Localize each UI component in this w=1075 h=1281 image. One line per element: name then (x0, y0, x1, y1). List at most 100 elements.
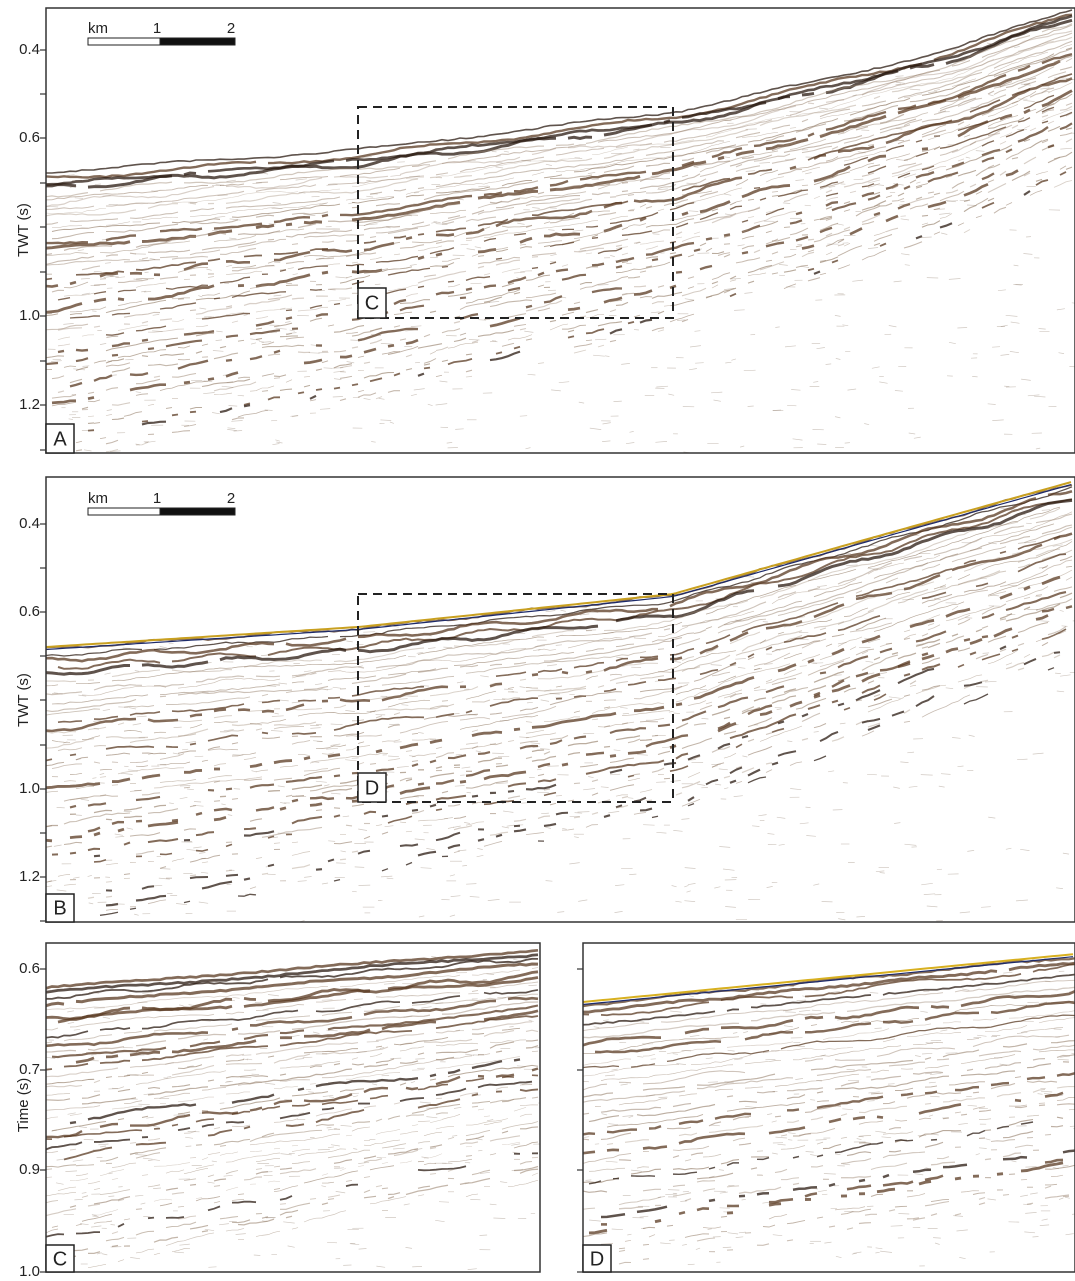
reflector (226, 1228, 244, 1231)
reflector (964, 184, 988, 195)
reflector (1057, 1097, 1075, 1100)
reflector (328, 1199, 334, 1200)
noise (818, 1190, 827, 1192)
reflector (727, 1096, 733, 1097)
reflector (244, 299, 280, 305)
reflector (802, 639, 826, 648)
noise (905, 265, 910, 266)
reflector (400, 339, 406, 340)
reflector (322, 1012, 352, 1015)
reflector (520, 247, 532, 249)
reflector (667, 1225, 673, 1226)
reflector (466, 1079, 484, 1082)
noise (626, 443, 634, 444)
reflector (982, 141, 994, 146)
reflector (238, 231, 280, 235)
reflector (208, 379, 214, 380)
reflector (946, 649, 958, 653)
reflector (346, 825, 352, 826)
noise (293, 274, 298, 275)
reflector (622, 231, 652, 235)
reflector (286, 639, 346, 646)
reflector (340, 376, 352, 378)
reflector (472, 732, 502, 736)
reflector (454, 826, 472, 830)
reflector (280, 389, 292, 390)
reflector (100, 438, 106, 439)
reflector (532, 968, 538, 969)
reflector (190, 1042, 220, 1047)
reflector (904, 721, 910, 722)
reflector (88, 849, 100, 850)
noise (203, 393, 214, 394)
reflector (562, 312, 574, 315)
noise (775, 327, 779, 328)
reflector (778, 751, 796, 756)
noise (219, 1224, 229, 1225)
noise (138, 1104, 149, 1105)
reflector (370, 340, 382, 344)
reflector (472, 700, 490, 702)
reflector (937, 1093, 961, 1094)
reflector (538, 285, 544, 287)
noise (1042, 510, 1050, 511)
noise (556, 697, 563, 698)
reflector (358, 1166, 364, 1167)
reflector (583, 1191, 607, 1192)
reflector (532, 268, 538, 269)
reflector (220, 277, 250, 283)
noise (520, 416, 527, 417)
reflector (874, 96, 880, 98)
noise (695, 363, 704, 364)
reflector (268, 295, 292, 300)
noise (315, 684, 322, 685)
reflector (88, 1252, 100, 1254)
reflector (412, 222, 424, 225)
noise (957, 1230, 968, 1231)
reflector (514, 729, 520, 730)
noise (840, 723, 846, 724)
reflector (220, 408, 232, 412)
noise (212, 413, 220, 414)
noise (517, 223, 524, 224)
reflector (214, 764, 226, 766)
reflector (841, 1137, 847, 1138)
reflector (586, 340, 592, 341)
reflector (430, 1148, 436, 1149)
reflector (268, 791, 280, 792)
reflector (154, 1253, 160, 1255)
reflector (436, 833, 460, 841)
reflector (883, 1102, 895, 1104)
noise (233, 755, 244, 756)
reflector (628, 682, 646, 685)
noise (73, 1160, 83, 1162)
reflector (1066, 167, 1072, 169)
reflector (250, 1151, 262, 1152)
noise (550, 254, 556, 255)
reflector (874, 657, 880, 660)
reflector (136, 1249, 154, 1253)
reflector (874, 602, 964, 632)
reflector (88, 1204, 100, 1206)
noise (233, 997, 240, 998)
reflector (160, 685, 280, 695)
reflector (334, 717, 424, 730)
noise (970, 107, 979, 108)
reflector (364, 243, 394, 250)
reflector (250, 386, 274, 391)
noise (620, 707, 627, 708)
reflector (64, 1064, 88, 1067)
reflector (814, 272, 820, 274)
reflector (787, 1240, 793, 1241)
reflector (1024, 126, 1030, 129)
noise (268, 995, 279, 996)
noise (413, 634, 421, 635)
reflector (418, 234, 424, 235)
noise (179, 1244, 189, 1245)
reflector (256, 807, 274, 810)
reflector (874, 192, 880, 194)
noise (415, 1059, 424, 1060)
reflector (232, 743, 238, 744)
reflector (946, 577, 952, 580)
reflector (835, 1207, 865, 1210)
